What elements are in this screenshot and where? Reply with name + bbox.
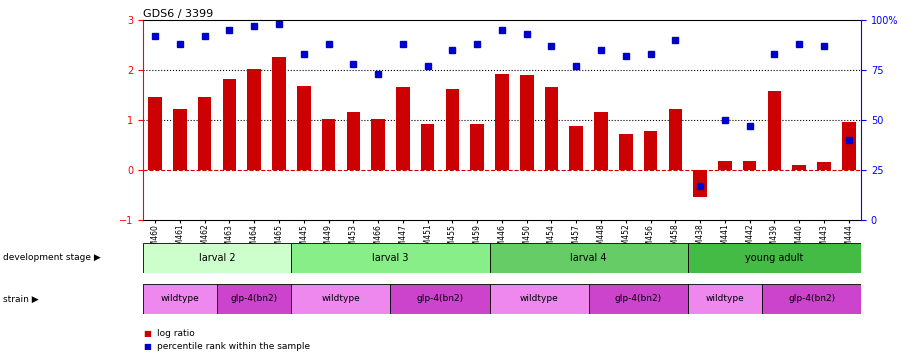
Bar xyxy=(346,112,360,170)
Bar xyxy=(718,161,731,170)
Bar xyxy=(173,109,187,170)
Bar xyxy=(569,126,583,170)
Text: glp-4(bn2): glp-4(bn2) xyxy=(416,295,463,303)
Bar xyxy=(594,112,608,170)
Bar xyxy=(817,162,831,170)
Bar xyxy=(396,87,410,170)
Text: glp-4(bn2): glp-4(bn2) xyxy=(788,295,835,303)
Bar xyxy=(273,57,286,170)
Text: development stage ▶: development stage ▶ xyxy=(3,253,100,262)
Bar xyxy=(767,91,781,170)
Bar xyxy=(490,284,589,314)
Bar xyxy=(223,79,237,170)
Text: glp-4(bn2): glp-4(bn2) xyxy=(614,295,662,303)
Text: GDS6 / 3399: GDS6 / 3399 xyxy=(143,9,213,19)
Bar xyxy=(669,109,682,170)
Bar xyxy=(495,74,508,170)
Bar xyxy=(297,86,310,170)
Bar xyxy=(217,284,291,314)
Bar xyxy=(762,284,861,314)
Bar xyxy=(391,284,490,314)
Text: young adult: young adult xyxy=(745,253,804,263)
Bar xyxy=(143,284,217,314)
Bar xyxy=(471,124,484,170)
Bar xyxy=(589,284,688,314)
Text: larval 2: larval 2 xyxy=(199,253,236,263)
Text: ■: ■ xyxy=(143,329,151,338)
Bar xyxy=(421,124,435,170)
Bar xyxy=(688,284,762,314)
Bar xyxy=(143,243,291,273)
Bar xyxy=(619,134,633,170)
Text: wildtype: wildtype xyxy=(705,295,744,303)
Bar xyxy=(490,243,688,273)
Bar xyxy=(842,122,856,170)
Text: ■: ■ xyxy=(143,342,151,351)
Bar xyxy=(743,161,756,170)
Bar xyxy=(291,284,391,314)
Text: percentile rank within the sample: percentile rank within the sample xyxy=(157,342,309,351)
Text: log ratio: log ratio xyxy=(157,329,194,338)
Text: larval 4: larval 4 xyxy=(570,253,607,263)
Text: strain ▶: strain ▶ xyxy=(3,295,39,303)
Bar xyxy=(792,165,806,170)
Bar xyxy=(248,69,261,170)
Bar xyxy=(291,243,490,273)
Bar xyxy=(644,131,658,170)
Text: wildtype: wildtype xyxy=(160,295,199,303)
Bar xyxy=(371,119,385,170)
Text: glp-4(bn2): glp-4(bn2) xyxy=(230,295,278,303)
Text: wildtype: wildtype xyxy=(321,295,360,303)
Bar xyxy=(694,170,707,197)
Bar xyxy=(544,87,558,170)
Bar xyxy=(198,97,212,170)
Bar xyxy=(688,243,861,273)
Bar xyxy=(519,75,533,170)
Bar xyxy=(321,119,335,170)
Bar xyxy=(148,97,162,170)
Bar xyxy=(446,89,460,170)
Text: larval 3: larval 3 xyxy=(372,253,409,263)
Text: wildtype: wildtype xyxy=(519,295,558,303)
